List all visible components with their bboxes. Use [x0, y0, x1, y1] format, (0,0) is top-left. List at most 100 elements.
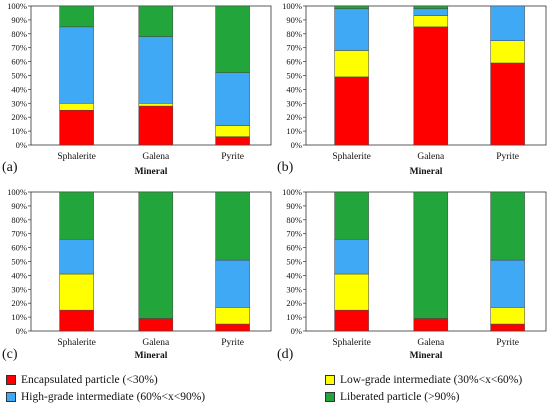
- legend-swatch-low-grade: [325, 375, 335, 385]
- panel-label: (b): [277, 160, 294, 175]
- y-tick-label: 100%: [7, 187, 27, 197]
- bar-segment-encapsulated: [138, 318, 174, 332]
- y-tick-label: 0%: [291, 140, 302, 150]
- bar-segment-liberated: [59, 5, 94, 28]
- chart-panel-c: 0% 10% 20% 30% 40% 50% 60% 70% 80% 90% 100% Sphaler…: [2, 187, 272, 362]
- y-tick-label: 50%: [11, 71, 27, 81]
- y-tick-label: 10%: [11, 312, 27, 322]
- bar-segment-low-grade: [215, 125, 250, 137]
- y-tick-label: 40%: [11, 270, 27, 280]
- y-tick-label: 0%: [291, 326, 302, 336]
- bar-segment-high-grade: [138, 36, 174, 104]
- bar-segment-low-grade: [59, 103, 94, 111]
- y-tick-label: 60%: [286, 243, 302, 253]
- legend-swatch-liberated: [325, 392, 335, 402]
- y-tick-label: 50%: [286, 71, 302, 81]
- x-tick-label: Sphalerite: [332, 338, 371, 348]
- bar-segment-low-grade: [490, 307, 525, 325]
- x-axis-label: Mineral: [135, 351, 168, 361]
- bar-segment-encapsulated: [59, 309, 94, 332]
- x-tick-label: Galena: [142, 338, 170, 348]
- bar-segment-encapsulated: [215, 323, 250, 332]
- panel-label: (d): [277, 347, 294, 362]
- bar-segment-encapsulated: [413, 26, 449, 146]
- x-tick-label: Pyrite: [496, 152, 519, 162]
- y-tick-label: 50%: [11, 257, 27, 267]
- x-tick-label: Sphalerite: [57, 152, 96, 162]
- legend-item-low-grade: Low-grade intermediate (30%<x<60%): [325, 373, 522, 387]
- y-tick-label: 100%: [282, 1, 302, 11]
- bar-segment-liberated: [138, 5, 174, 37]
- bar-segment-high-grade: [490, 5, 525, 41]
- bar-segment-encapsulated: [334, 76, 369, 146]
- y-tick-label: 70%: [286, 229, 302, 239]
- y-tick-label: 70%: [286, 43, 302, 53]
- x-axis-label: Mineral: [135, 167, 168, 177]
- x-tick-label: Pyrite: [221, 152, 244, 162]
- y-tick-label: 100%: [282, 187, 302, 197]
- bar-segment-low-grade: [334, 50, 369, 78]
- x-axis-label: Mineral: [410, 167, 443, 177]
- bar-segment-encapsulated: [413, 318, 449, 332]
- x-tick-label: Sphalerite: [332, 152, 371, 162]
- bar-segment-liberated: [138, 191, 174, 319]
- y-tick-label: 60%: [11, 57, 27, 67]
- y-tick-label: 70%: [11, 43, 27, 53]
- y-tick-label: 10%: [11, 126, 27, 136]
- bar-segment-encapsulated: [490, 323, 525, 332]
- y-tick-label: 50%: [286, 257, 302, 267]
- y-tick-label: 20%: [11, 298, 27, 308]
- bar-segment-liberated: [334, 5, 369, 10]
- panel-label: (c): [2, 347, 18, 362]
- y-tick-label: 20%: [286, 298, 302, 308]
- y-tick-label: 40%: [286, 84, 302, 94]
- legend-item-encapsulated: Encapsulated particle (<30%): [6, 373, 158, 387]
- y-tick-label: 30%: [11, 98, 27, 108]
- bar-segment-liberated: [413, 5, 449, 10]
- legend-item-liberated: Liberated particle (>90%): [325, 390, 460, 404]
- bar-segment-encapsulated: [490, 62, 525, 146]
- x-tick-label: Pyrite: [496, 338, 519, 348]
- bar-segment-liberated: [59, 191, 94, 240]
- y-tick-label: 90%: [11, 201, 27, 211]
- y-tick-label: 10%: [286, 126, 302, 136]
- bar-segment-low-grade: [413, 15, 449, 28]
- bar-segment-low-grade: [138, 103, 174, 107]
- legend-swatch-high-grade: [6, 392, 16, 402]
- bar-segment-high-grade: [334, 239, 369, 275]
- bar-segment-liberated: [413, 191, 449, 319]
- x-tick-label: Sphalerite: [57, 338, 96, 348]
- bar-segment-encapsulated: [334, 309, 369, 332]
- bar-segment-high-grade: [413, 8, 449, 16]
- y-tick-label: 80%: [286, 29, 302, 39]
- bar-segment-high-grade: [490, 259, 525, 308]
- legend-label-liberated: Liberated particle (>90%): [340, 391, 460, 403]
- y-tick-label: 100%: [7, 1, 27, 11]
- bar-segment-liberated: [215, 5, 250, 73]
- y-tick-label: 20%: [11, 112, 27, 122]
- bar-segment-high-grade: [215, 259, 250, 308]
- y-tick-label: 0%: [16, 326, 27, 336]
- bar-segment-encapsulated: [215, 136, 250, 146]
- chart-panel-d: 0% 10% 20% 30% 40% 50% 60% 70% 80% 90% 100% Sphaler…: [277, 187, 547, 362]
- y-tick-label: 30%: [286, 284, 302, 294]
- bar-segment-encapsulated: [138, 105, 174, 146]
- x-axis-label: Mineral: [410, 351, 443, 361]
- y-tick-label: 60%: [11, 243, 27, 253]
- y-tick-label: 90%: [11, 15, 27, 25]
- y-tick-label: 80%: [286, 215, 302, 225]
- x-tick-label: Galena: [417, 338, 445, 348]
- bar-segment-low-grade: [59, 273, 94, 311]
- y-tick-label: 40%: [286, 270, 302, 280]
- y-tick-label: 40%: [11, 84, 27, 94]
- legend: Encapsulated particle (<30%) Low-grade i…: [0, 368, 550, 407]
- y-tick-label: 80%: [11, 215, 27, 225]
- legend-label-encapsulated: Encapsulated particle (<30%): [21, 374, 158, 386]
- bar-segment-high-grade: [59, 239, 94, 275]
- x-tick-label: Galena: [417, 152, 445, 162]
- y-tick-label: 90%: [286, 201, 302, 211]
- y-tick-label: 0%: [16, 140, 27, 150]
- legend-swatch-encapsulated: [6, 375, 16, 385]
- bar-segment-high-grade: [334, 8, 369, 51]
